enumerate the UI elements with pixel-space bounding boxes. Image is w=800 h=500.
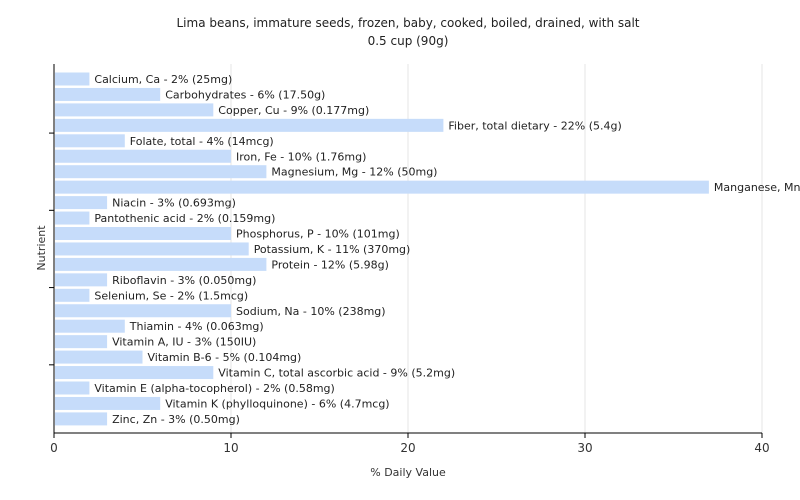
bar [55,72,90,86]
bar-label: Selenium, Se - 2% (1.5mcg) [94,289,248,302]
bar-label: Niacin - 3% (0.693mg) [112,197,236,210]
bar-label: Vitamin K (phylloquinone) - 6% (4.7mcg) [165,397,389,410]
bar [55,103,214,117]
chart-title: Lima beans, immature seeds, frozen, baby… [176,16,639,30]
bar-label: Vitamin A, IU - 3% (150IU) [112,336,256,349]
bar [55,196,108,210]
x-tick-label: 0 [50,441,58,455]
bar [55,180,709,194]
bar [55,288,90,302]
bar [55,319,125,333]
bar-label: Thiamin - 4% (0.063mg) [129,320,264,333]
bar-label: Phosphorus, P - 10% (101mg) [236,228,400,241]
bar-label: Carbohydrates - 6% (17.50g) [165,88,325,101]
bar-label: Potassium, K - 11% (370mg) [254,243,411,256]
bar [55,87,161,101]
bar-label: Vitamin B-6 - 5% (0.104mg) [148,351,302,364]
bar [55,304,231,318]
bar-label: Copper, Cu - 9% (0.177mg) [218,104,369,117]
x-ticks: 0 10 20 30 40 [49,132,770,455]
bar [55,335,108,349]
bar-label: Iron, Fe - 10% (1.76mg) [236,150,366,163]
bar [55,227,231,240]
bar [55,118,444,132]
bar-label: Pantothenic acid - 2% (0.159mg) [94,212,275,225]
bar-label: Vitamin E (alpha-tocopherol) - 2% (0.58m… [94,382,334,395]
bar [55,211,90,225]
bar [55,366,214,380]
bar-label: Sodium, Na - 10% (238mg) [236,305,386,318]
bar-label: Vitamin C, total ascorbic acid - 9% (5.2… [218,367,455,380]
bar [55,242,249,256]
bar-label: Manganese, Mn - 37% (0.732mg) [714,181,800,194]
bar [55,134,125,148]
bar-label: Folate, total - 4% (14mcg) [130,135,274,148]
x-tick-label: 40 [754,441,769,455]
bar [55,273,108,287]
bar [55,149,231,163]
bar-label: Magnesium, Mg - 12% (50mg) [271,166,437,179]
x-tick-label: 20 [400,441,415,455]
bar-label: Calcium, Ca - 2% (25mg) [94,73,232,86]
bar [55,257,267,271]
y-axis-title: Nutrient [35,225,48,271]
bar-label: Fiber, total dietary - 22% (5.4g) [448,119,621,132]
bar-label: Protein - 12% (5.98g) [271,258,389,271]
chart-subtitle: 0.5 cup (90g) [368,34,449,48]
x-tick-label: 30 [577,441,592,455]
bar [55,165,267,179]
x-axis-title: % Daily Value [370,466,446,479]
bar [55,350,143,364]
x-tick-label: 10 [223,441,238,455]
bar [55,412,108,426]
bar-label: Zinc, Zn - 3% (0.50mg) [112,413,240,426]
bar [55,381,90,395]
bar [55,396,161,410]
bars: Calcium, Ca - 2% (25mg) Carbohydrates - 6… [55,72,800,426]
bar-label: Riboflavin - 3% (0.050mg) [112,274,256,287]
